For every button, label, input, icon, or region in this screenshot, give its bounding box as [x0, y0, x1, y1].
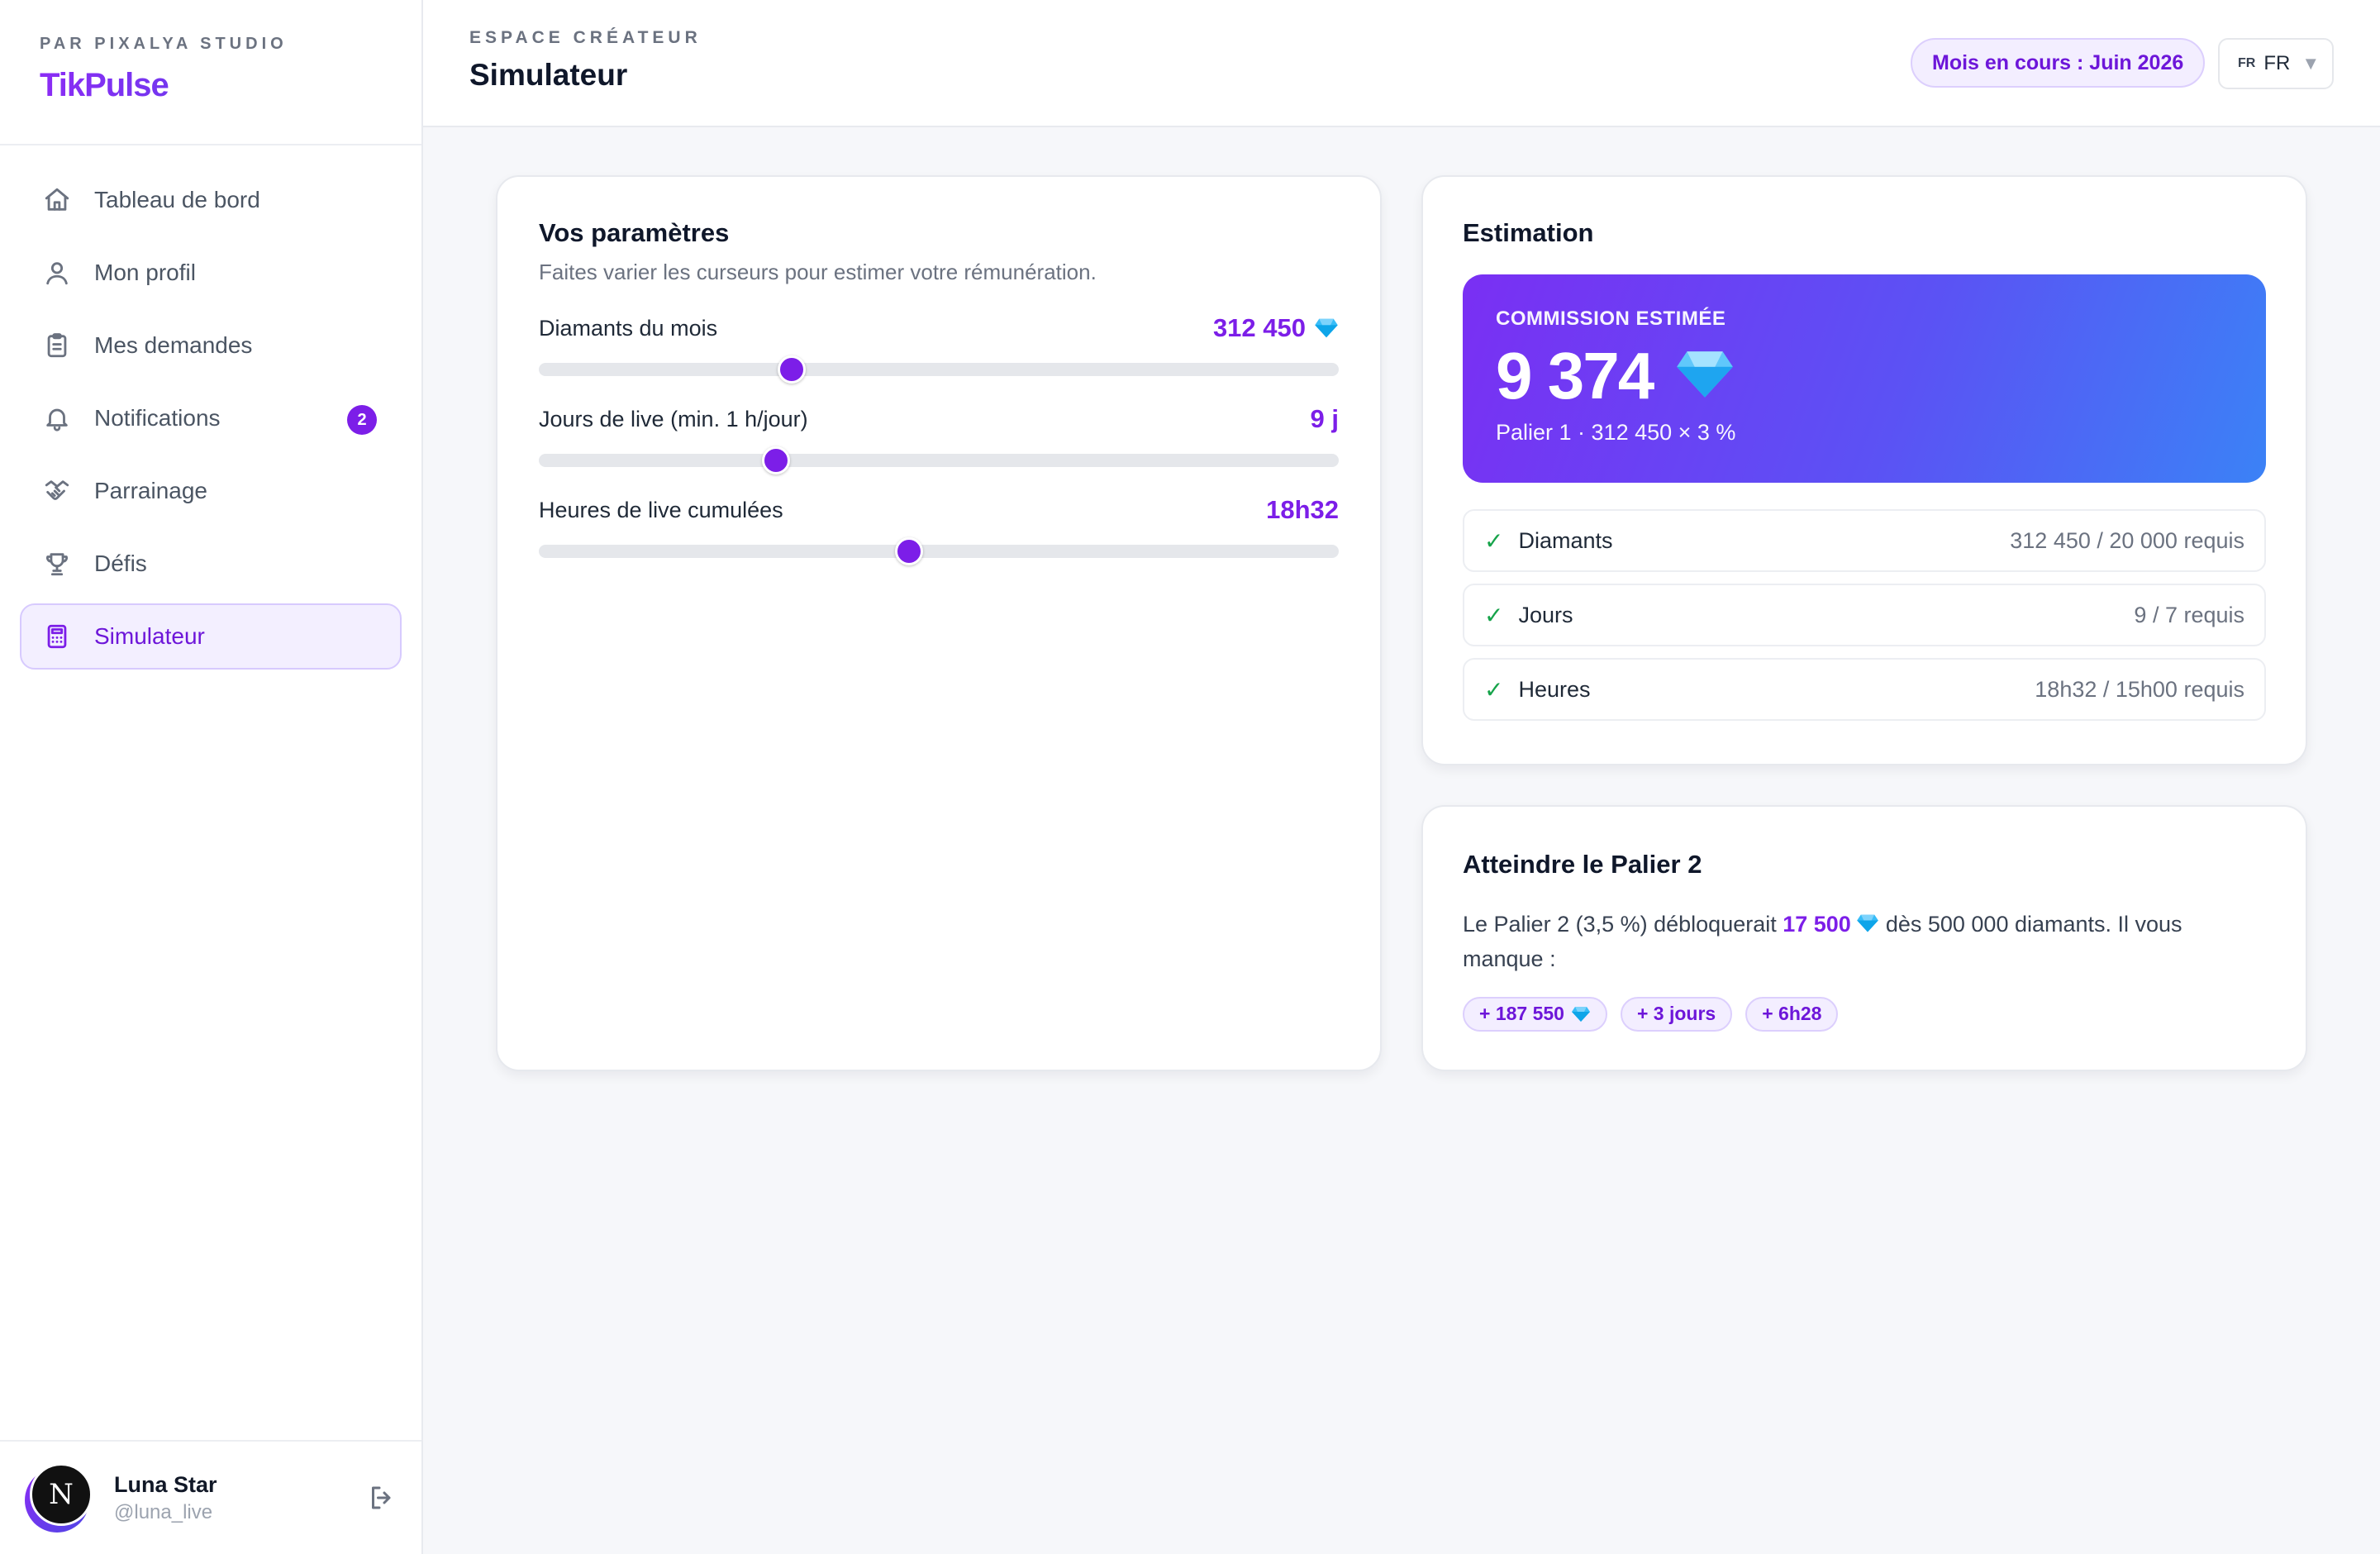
slider-label: Jours de live (min. 1 h/jour): [539, 406, 808, 431]
sidebar-item-simulateur[interactable]: Simulateur: [20, 603, 402, 670]
sidebar-item-label: Mon profil: [94, 260, 196, 285]
user-handle: @luna_live: [114, 1500, 213, 1523]
clipboard-icon: [43, 331, 71, 360]
check-icon: ✓: [1484, 676, 1504, 703]
estimation-title: Estimation: [1463, 218, 1594, 247]
slider-hours: Heures de live cumulées 18h32: [539, 492, 1339, 565]
notifications-badge: 2: [347, 405, 377, 435]
slider-value: 18h32: [1266, 495, 1339, 524]
requirements-list: ✓ Diamants 312 450 / 20 000 requis ✓ Jou…: [1463, 509, 2266, 721]
header-kicker: ESPACE CRÉATEUR: [469, 28, 702, 47]
brand-kicker: PAR PIXALYA STUDIO: [40, 35, 288, 53]
next-tier-text: Le Palier 2 (3,5 %) débloquerait 17 500 d…: [1463, 908, 2256, 975]
page-header: ESPACE CRÉATEUR Simulateur Mois en cours…: [423, 0, 2380, 127]
sidebar-item-mes-demandes[interactable]: Mes demandes: [20, 312, 402, 379]
next-tier-amount: 17 500: [1783, 912, 1851, 937]
slider-label: Diamants du mois: [539, 315, 718, 341]
slider-thumb[interactable]: [761, 446, 790, 474]
sidebar-item-label: Notifications: [94, 405, 221, 431]
slider-days: Jours de live (min. 1 h/jour) 9 j: [539, 401, 1339, 474]
requirement-value: 18h32 / 15h00 requis: [2035, 676, 2244, 702]
slider-track[interactable]: [539, 446, 1339, 474]
sidebar-item-label: Mes demandes: [94, 332, 253, 358]
calculator-icon: [43, 622, 71, 651]
sidebar-item-label: Tableau de bord: [94, 187, 260, 212]
requirement-label: Diamants: [1518, 527, 1613, 553]
trophy-icon: [43, 550, 71, 578]
next-tier-text-before: Le Palier 2 (3,5 %) débloquerait: [1463, 912, 1783, 937]
home-icon: [43, 186, 71, 214]
slider-thumb[interactable]: [777, 355, 806, 384]
avatar-initial: N: [30, 1463, 93, 1526]
sidebar-item-mon-profil[interactable]: Mon profil: [20, 240, 402, 306]
sidebar-nav: Tableau de bord Mon profil Mes demandes …: [0, 145, 421, 670]
user-bar: N Luna Star @luna_live: [0, 1440, 421, 1554]
brand: PAR PIXALYA STUDIO TikPulse: [0, 0, 421, 145]
requirement-row: ✓ Jours 9 / 7 requis: [1463, 584, 2266, 646]
missing-days-chip: + 3 jours: [1620, 996, 1733, 1032]
sidebar: PAR PIXALYA STUDIO TikPulse Tableau de b…: [0, 0, 423, 1554]
missing-hours-chip: + 6h28: [1745, 996, 1839, 1032]
slider-track[interactable]: [539, 537, 1339, 565]
handshake-icon: [43, 477, 71, 505]
bell-icon: [43, 404, 71, 432]
user-info: Luna Star @luna_live: [114, 1472, 217, 1524]
requirement-label: Jours: [1518, 602, 1573, 627]
diamond-icon: [1856, 909, 1879, 942]
logout-icon[interactable]: [367, 1483, 397, 1513]
user-icon: [43, 259, 71, 287]
chip-label: + 187 550: [1479, 1003, 1564, 1025]
slider-value: 9 j: [1310, 404, 1339, 433]
next-tier-title: Atteindre le Palier 2: [1463, 850, 1702, 879]
slider-thumb[interactable]: [895, 537, 924, 565]
requirement-row: ✓ Diamants 312 450 / 20 000 requis: [1463, 509, 2266, 572]
commission-hero: COMMISSION ESTIMÉE 9 374 Palier 1 · 312 …: [1463, 274, 2266, 483]
avatar[interactable]: N: [25, 1463, 96, 1533]
page-title: Simulateur: [469, 58, 628, 92]
diamond-icon: [1314, 317, 1339, 339]
commission-label: COMMISSION ESTIMÉE: [1496, 307, 1726, 330]
estimation-card: Estimation COMMISSION ESTIMÉE 9 374 Pali…: [1421, 175, 2307, 765]
next-tier-text-after: dès 500 000 diamants. Il vous manque :: [1463, 912, 2182, 971]
commission-detail: Palier 1 · 312 450 × 3 %: [1496, 420, 1736, 445]
slider-value-text: 312 450: [1212, 313, 1306, 342]
slider-value: 312 450: [1213, 313, 1339, 343]
language-value: FR: [2263, 52, 2291, 74]
diamond-icon: [1674, 349, 1735, 404]
parameters-card: Vos paramètres Faites varier les curseur…: [496, 175, 1382, 1071]
check-icon: ✓: [1484, 602, 1504, 628]
brand-logo[interactable]: TikPulse: [40, 67, 382, 104]
language-select[interactable]: FR FR ▼: [2218, 38, 2334, 89]
flag-icon: FR: [2238, 56, 2256, 70]
requirement-row: ✓ Heures 18h32 / 15h00 requis: [1463, 658, 2266, 721]
commission-value: 9 374: [1496, 339, 1654, 412]
sidebar-item-defis[interactable]: Défis: [20, 531, 402, 597]
missing-diamonds-chip: + 187 550: [1463, 996, 1607, 1032]
diamond-icon: [1571, 1006, 1591, 1022]
chevron-down-icon: ▼: [2301, 53, 2320, 74]
current-month-badge: Mois en cours : Juin 2026: [1911, 38, 2206, 88]
parameters-title: Vos paramètres: [539, 218, 730, 247]
missing-chips: + 187 550 + 3 jours + 6h28: [1463, 996, 2266, 1032]
user-name: Luna Star: [114, 1471, 217, 1497]
commission-amount: 9 374: [1496, 339, 2233, 413]
sidebar-item-parrainage[interactable]: Parrainage: [20, 458, 402, 524]
sidebar-item-label: Défis: [94, 551, 147, 576]
next-tier-card: Atteindre le Palier 2 Le Palier 2 (3,5 %…: [1421, 805, 2307, 1071]
sidebar-item-tableau-de-bord[interactable]: Tableau de bord: [20, 167, 402, 233]
slider-track[interactable]: [539, 355, 1339, 384]
sidebar-item-notifications[interactable]: Notifications 2: [20, 385, 402, 451]
requirement-label: Heures: [1518, 676, 1591, 702]
requirement-value: 312 450 / 20 000 requis: [2010, 527, 2244, 553]
slider-label: Heures de live cumulées: [539, 497, 783, 522]
slider-diamonds: Diamants du mois 312 450: [539, 310, 1339, 384]
sidebar-item-label: Parrainage: [94, 478, 207, 503]
requirement-value: 9 / 7 requis: [2134, 602, 2244, 627]
parameters-subtitle: Faites varier les curseurs pour estimer …: [539, 260, 1097, 284]
sidebar-item-label: Simulateur: [94, 623, 205, 649]
check-icon: ✓: [1484, 527, 1504, 554]
